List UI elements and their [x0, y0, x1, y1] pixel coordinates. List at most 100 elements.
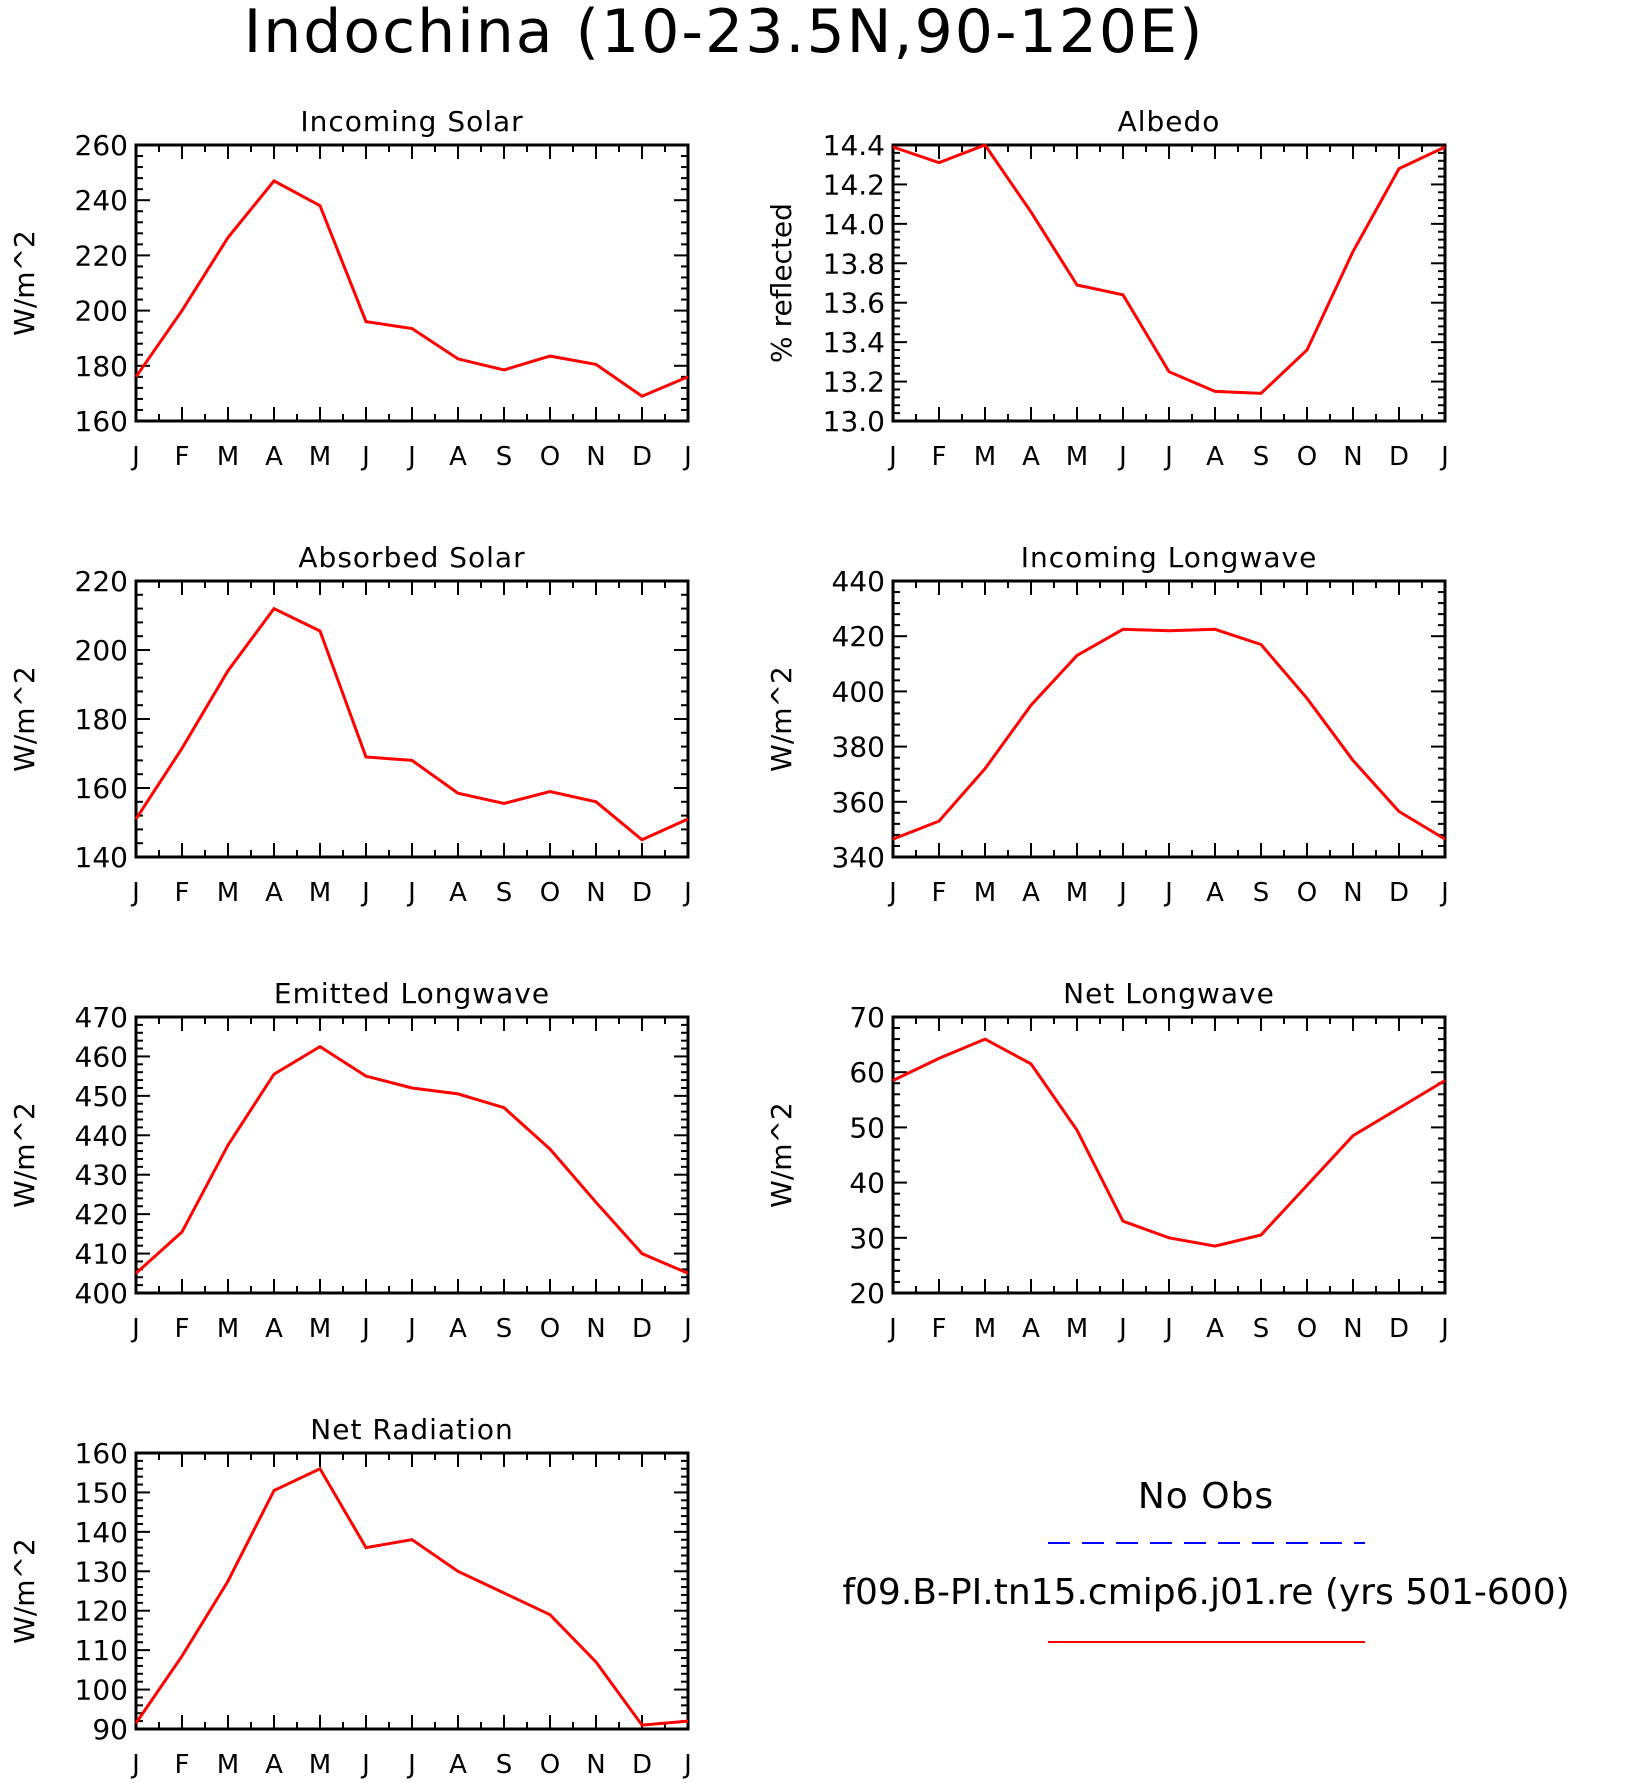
x-tick-label: J: [1439, 442, 1449, 472]
x-tick-label: D: [632, 878, 652, 908]
x-tick-label: J: [406, 1314, 416, 1344]
x-tick-label: J: [1163, 878, 1173, 908]
y-tick-label: 50: [849, 1111, 885, 1144]
y-tick-label: 160: [75, 772, 128, 805]
panel-title: Incoming Longwave: [1021, 541, 1318, 574]
chart-panel-4: J F M A M J J A S O N D J340360380400420440Incoming …: [765, 541, 1449, 908]
y-tick-label: 220: [75, 565, 128, 598]
x-tick-label: J: [1439, 1314, 1449, 1344]
y-tick-label: 13.6: [823, 287, 885, 320]
x-tick-label: S: [496, 1750, 513, 1780]
y-tick-label: 160: [75, 405, 128, 438]
panel-title: Net Radiation: [310, 1413, 513, 1446]
y-tick-label: 100: [75, 1674, 128, 1707]
x-tick-label: J: [682, 1314, 692, 1344]
y-axis-label: W/m^2: [765, 1102, 798, 1208]
x-tick-label: S: [1253, 878, 1270, 908]
y-tick-label: 70: [849, 1001, 885, 1034]
x-tick-label: J: [682, 1750, 692, 1780]
x-tick-label: S: [496, 878, 513, 908]
x-tick-label: A: [265, 1314, 283, 1344]
series-line-model: [134, 1466, 689, 1727]
x-tick-label: N: [1343, 878, 1362, 908]
x-tick-label: M: [974, 878, 996, 908]
y-tick-label: 360: [832, 786, 885, 819]
chart-panel-5: J F M A M J J A S O N D J400410420430440450460470Emi…: [8, 977, 692, 1344]
x-tick-label: F: [932, 1314, 947, 1344]
y-tick-label: 440: [832, 565, 885, 598]
x-tick-label: M: [1066, 442, 1088, 472]
y-tick-label: 140: [75, 841, 128, 874]
x-tick-label: N: [586, 1750, 605, 1780]
x-tick-label: O: [1297, 442, 1317, 472]
x-tick-label: J: [406, 442, 416, 472]
y-tick-label: 180: [75, 350, 128, 383]
x-tick-label: J: [1439, 878, 1449, 908]
x-tick-label: J: [360, 442, 370, 472]
x-tick-label: J: [406, 878, 416, 908]
y-tick-label: 13.8: [823, 247, 885, 280]
x-tick-label: O: [540, 442, 560, 472]
x-tick-label: D: [632, 1750, 652, 1780]
y-tick-label: 420: [832, 620, 885, 653]
y-tick-label: 13.4: [823, 326, 885, 359]
panel-title: Absorbed Solar: [298, 541, 525, 574]
x-tick-label: J: [1117, 442, 1127, 472]
x-tick-label: A: [265, 442, 283, 472]
x-tick-label: F: [175, 442, 190, 472]
y-tick-label: 30: [849, 1222, 885, 1255]
x-tick-label: D: [1389, 878, 1409, 908]
series-line-model: [892, 627, 1446, 841]
y-tick-label: 450: [75, 1080, 128, 1113]
y-axis-label: W/m^2: [765, 666, 798, 772]
x-tick-label: A: [1206, 442, 1224, 472]
x-tick-label: S: [1253, 1314, 1270, 1344]
y-axis-label: W/m^2: [8, 1538, 41, 1644]
x-tick-label: S: [496, 442, 513, 472]
y-axis-label: % reflected: [765, 203, 798, 363]
x-tick-label: J: [406, 1750, 416, 1780]
x-tick-label: D: [632, 1314, 652, 1344]
x-tick-label: M: [217, 1314, 239, 1344]
x-tick-label: J: [887, 1314, 897, 1344]
y-tick-label: 140: [75, 1516, 128, 1549]
y-tick-label: 400: [832, 675, 885, 708]
x-tick-label: J: [887, 442, 897, 472]
y-tick-label: 410: [75, 1238, 128, 1271]
x-tick-label: J: [1163, 1314, 1173, 1344]
x-tick-label: M: [1066, 1314, 1088, 1344]
y-tick-label: 160: [75, 1437, 128, 1470]
legend-obs-label: No Obs: [1138, 1476, 1274, 1517]
legend: No Obs f09.B-PI.tn15.cmip6.j01.re (yrs 5…: [842, 1476, 1570, 1643]
y-tick-label: 40: [849, 1167, 885, 1200]
series-line-model: [134, 606, 689, 842]
x-tick-label: A: [449, 878, 467, 908]
x-tick-label: M: [309, 1750, 331, 1780]
x-tick-label: A: [449, 442, 467, 472]
y-axis-label: W/m^2: [8, 666, 41, 772]
x-tick-label: F: [932, 442, 947, 472]
plot-frame: [134, 143, 690, 423]
chart-panel-1: J F M A M J J A S O N D J160180200220240260Incoming …: [8, 105, 692, 472]
y-tick-label: 440: [75, 1119, 128, 1152]
x-tick-label: M: [974, 1314, 996, 1344]
x-tick-label: O: [540, 1750, 560, 1780]
series-line-model: [892, 1037, 1446, 1248]
y-tick-label: 460: [75, 1040, 128, 1073]
y-tick-label: 200: [75, 634, 128, 667]
x-tick-label: N: [586, 1314, 605, 1344]
y-tick-label: 120: [75, 1595, 128, 1628]
y-tick-label: 380: [832, 731, 885, 764]
x-tick-label: J: [130, 442, 140, 472]
plot-frame: [891, 1015, 1447, 1295]
x-tick-label: J: [682, 442, 692, 472]
x-tick-label: A: [449, 1750, 467, 1780]
x-tick-label: M: [217, 878, 239, 908]
figure-title: Indochina (10-23.5N,90-120E): [244, 0, 1205, 67]
x-tick-label: M: [217, 442, 239, 472]
legend-model-label: f09.B-PI.tn15.cmip6.j01.re (yrs 501-600): [842, 1572, 1569, 1613]
y-tick-label: 130: [75, 1555, 128, 1588]
